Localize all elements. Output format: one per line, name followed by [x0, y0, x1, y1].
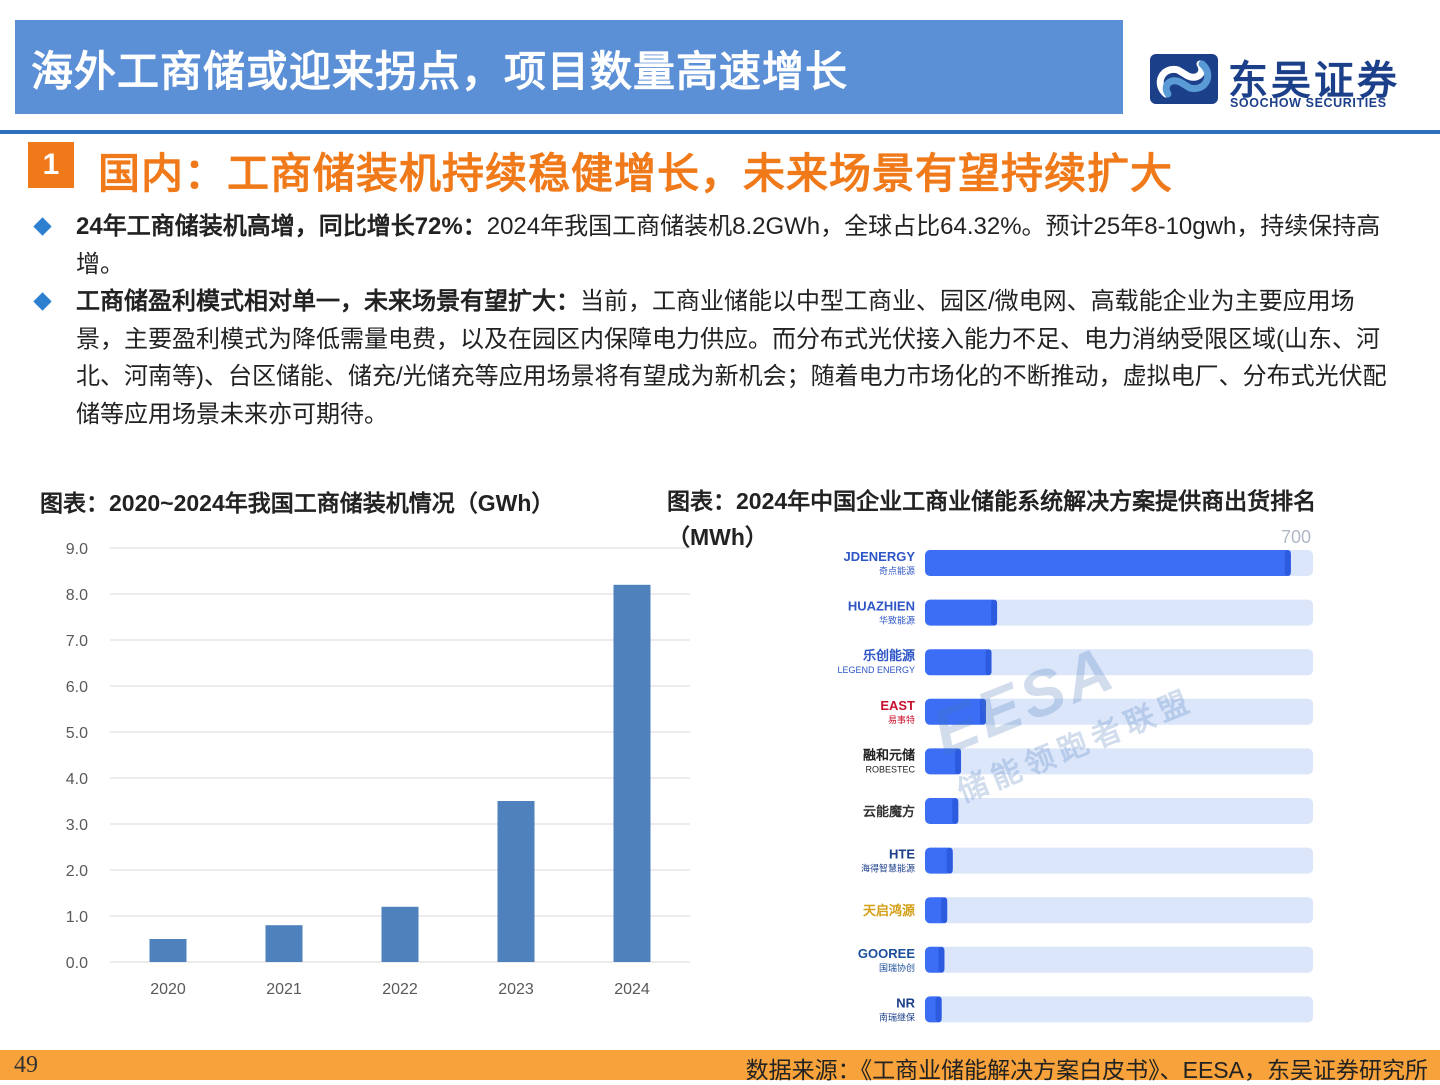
- bullet-list: 24年工商储装机高增，同比增长72%：2024年我国工商储装机8.2GWh，全球…: [30, 208, 1390, 433]
- bar-end-cap: [979, 698, 986, 725]
- bar-end-cap: [938, 946, 945, 973]
- brand-sublabel: 奇点能源: [879, 565, 915, 576]
- y-tick-label: 7.0: [66, 633, 88, 650]
- brand-label: HUAZHIEN: [848, 599, 915, 614]
- brand-sublabel: 海得智慧能源: [861, 863, 915, 874]
- company-logo: 东吴证券 SOOCHOW SECURITIES: [1148, 48, 1428, 118]
- bullet-item-2: 工商储盈利模式相对单一，未来场景有望扩大：当前，工商业储能以中型工商业、园区/微…: [30, 283, 1390, 433]
- shipment-bar-6: [925, 798, 959, 824]
- page-number: 49: [14, 1052, 38, 1078]
- brand-sublabel: 国瑞协创: [879, 962, 915, 973]
- bullet-1-text: 2024年我国工商储装机8.2GWh，全球占比64.32%。预计25年8-10g…: [76, 213, 1381, 278]
- bar-track: [925, 946, 1313, 973]
- x-tick-label: 2022: [382, 981, 418, 998]
- bar-track: [925, 847, 1313, 874]
- brand-label: 云能魔方: [863, 804, 915, 819]
- footer-bar: 49 数据来源：《工商业储能解决方案白皮书》、EESA，东吴证券研究所: [0, 1050, 1440, 1083]
- bar-end-cap: [991, 599, 998, 626]
- x-tick-label: 2021: [266, 981, 302, 998]
- y-tick-label: 1.0: [66, 909, 88, 926]
- bar-track: [925, 649, 1313, 676]
- y-tick-label: 8.0: [66, 587, 88, 604]
- y-tick-label: 3.0: [66, 817, 88, 834]
- brand-label: 融和元储: [863, 747, 915, 762]
- bar-end-cap: [941, 897, 948, 924]
- bullet-2-text: 当前，工商业储能以中型工商业、园区/微电网、高载能企业为主要应用场景，主要盈利模…: [76, 288, 1387, 428]
- soochow-logo-icon: [1150, 54, 1218, 104]
- shipment-bar-3: [925, 649, 992, 676]
- bar-end-cap: [935, 996, 942, 1023]
- brand-label: GOOREE: [858, 946, 915, 961]
- data-source: 数据来源：《工商业储能解决方案白皮书》、EESA，东吴证券研究所: [745, 1057, 1428, 1083]
- axis-max-label: 700: [1281, 527, 1311, 547]
- y-tick-label: 9.0: [66, 541, 88, 558]
- diamond-bullet-icon: [33, 292, 52, 311]
- logo-chinese-name: 东吴证券: [1228, 59, 1400, 103]
- left-chart-title: 图表：2020~2024年我国工商储装机情况（GWh）: [40, 490, 555, 516]
- title-bar: 海外工商储或迎来拐点，项目数量高速增长: [15, 20, 1123, 114]
- bar-track: [925, 698, 1313, 725]
- bullet-2-heading: 工商储盈利模式相对单一，未来场景有望扩大：: [76, 288, 580, 315]
- brand-label: NR: [896, 995, 915, 1010]
- brand-label: 乐创能源: [863, 648, 915, 663]
- brand-label: HTE: [889, 847, 915, 862]
- right-chart-title: 图表：2024年中国企业工商业储能系统解决方案提供商出货排名: [667, 488, 1317, 514]
- section-number-badge: 1: [28, 142, 74, 188]
- bar-end-cap: [946, 847, 953, 874]
- shipment-bar-1: [925, 550, 1291, 576]
- brand-sublabel: LEGEND ENERGY: [837, 665, 915, 675]
- bar-track: [925, 897, 1313, 924]
- section-title: 国内：工商储装机持续稳健增长，未来场景有望持续扩大: [98, 150, 1174, 197]
- brand-sublabel: ROBESTEC: [865, 764, 915, 774]
- bullet-1-heading: 24年工商储装机高增，同比增长72%：: [76, 213, 487, 240]
- bar-track: [925, 599, 1313, 626]
- bar-end-cap: [985, 649, 992, 676]
- y-tick-label: 4.0: [66, 771, 88, 788]
- diamond-bullet-icon: [33, 217, 52, 236]
- brand-label: 天启鸿源: [863, 903, 915, 918]
- bar-end-cap: [1284, 550, 1291, 576]
- bar-track: [925, 798, 1313, 824]
- y-tick-label: 2.0: [66, 863, 88, 880]
- logo-english-name: SOOCHOW SECURITIES: [1230, 96, 1387, 110]
- installed-capacity-bar-chart: 0.0 1.0 2.0 3.0 4.0 5.0 6.0 7.0 8.0 9.0 2020 2021 20…: [66, 541, 690, 998]
- shipment-bar-2: [925, 599, 998, 626]
- brand-label: EAST: [880, 698, 915, 713]
- shipment-bar-5: [925, 748, 962, 775]
- brand-sublabel: 南瑞继保: [879, 1011, 915, 1022]
- shipment-bar-7: [925, 847, 953, 874]
- bar-2024: [613, 584, 651, 962]
- bar-2022: [381, 906, 419, 962]
- bar-end-cap: [955, 748, 962, 775]
- bullet-item-1: 24年工商储装机高增，同比增长72%：2024年我国工商储装机8.2GWh，全球…: [30, 208, 1390, 283]
- y-tick-label: 6.0: [66, 679, 88, 696]
- brand-label: JDENERGY: [843, 549, 915, 564]
- header-divider: [0, 130, 1440, 134]
- bar-end-cap: [952, 798, 959, 824]
- y-tick-label: 0.0: [66, 955, 88, 972]
- brand-sublabel: 华致能源: [879, 615, 915, 626]
- brand-sublabel: 易事特: [888, 714, 915, 725]
- x-tick-label: 2023: [498, 981, 534, 998]
- x-tick-label: 2020: [150, 981, 186, 998]
- x-tick-label: 2024: [614, 981, 650, 998]
- bar-2020: [149, 939, 187, 962]
- bar-track: [925, 996, 1313, 1023]
- bar-2023: [497, 801, 535, 962]
- bar-2021: [265, 925, 303, 962]
- bar-track: [925, 748, 1313, 775]
- page-title: 海外工商储或迎来拐点，项目数量高速增长: [31, 48, 849, 95]
- right-chart-unit: （MWh）: [667, 524, 768, 550]
- y-tick-label: 5.0: [66, 725, 88, 742]
- shipment-bar-4: [925, 698, 986, 725]
- shipment-ranking-chart: 700 JDENERGY 奇点能源 HUAZHIEN 华致能源乐创能源 LEGEND EN…: [810, 525, 1330, 1035]
